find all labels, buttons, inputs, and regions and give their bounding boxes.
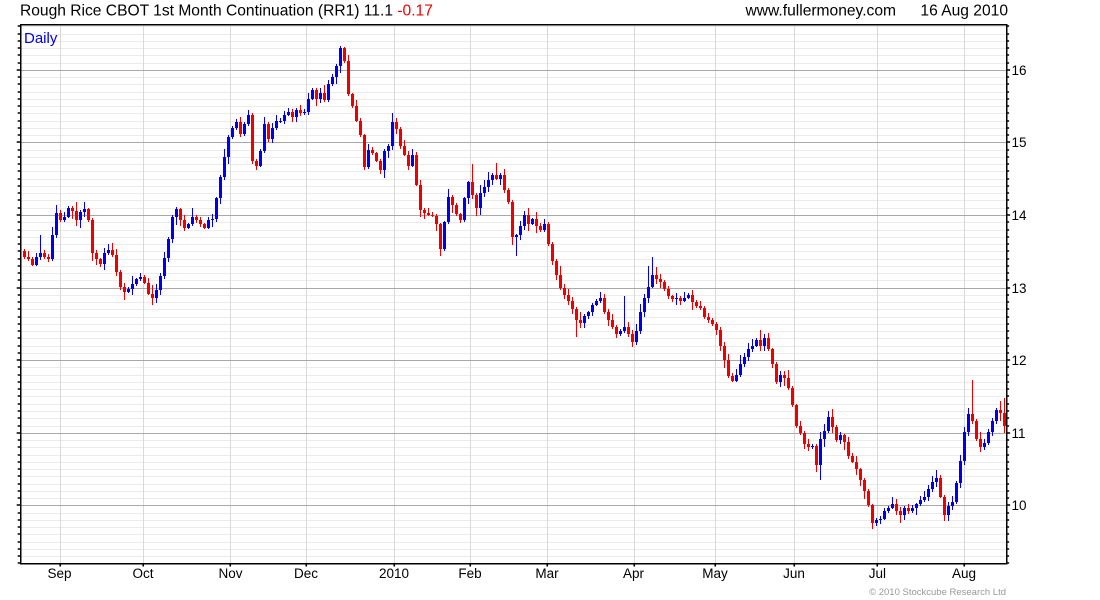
svg-text:Aug: Aug [952, 566, 976, 581]
svg-text:© 2010 Stockcube Research Ltd: © 2010 Stockcube Research Ltd [869, 587, 1006, 598]
svg-text:Dec: Dec [294, 566, 318, 581]
svg-text:Sep: Sep [47, 566, 71, 581]
svg-text:14: 14 [1012, 208, 1028, 223]
svg-text:Mar: Mar [535, 566, 559, 581]
svg-text:May: May [702, 566, 728, 581]
svg-text:Oct: Oct [132, 566, 153, 581]
svg-text:Apr: Apr [623, 566, 645, 581]
svg-text:Rough Rice CBOT 1st Month Cont: Rough Rice CBOT 1st Month Continuation (… [20, 3, 433, 20]
svg-text:Daily: Daily [24, 30, 58, 47]
svg-text:2010: 2010 [379, 566, 409, 581]
svg-text:16 Aug 2010: 16 Aug 2010 [920, 3, 1008, 20]
svg-text:Feb: Feb [458, 566, 481, 581]
svg-text:12: 12 [1012, 353, 1027, 368]
svg-text:Nov: Nov [218, 566, 242, 581]
svg-text:16: 16 [1012, 63, 1027, 78]
svg-text:11: 11 [1012, 426, 1026, 441]
svg-text:Jul: Jul [869, 566, 886, 581]
svg-text:15: 15 [1012, 135, 1027, 150]
svg-text:13: 13 [1012, 281, 1027, 296]
svg-text:10: 10 [1012, 498, 1027, 513]
svg-text:www.fullermoney.com: www.fullermoney.com [745, 3, 897, 20]
svg-text:Jun: Jun [783, 566, 805, 581]
